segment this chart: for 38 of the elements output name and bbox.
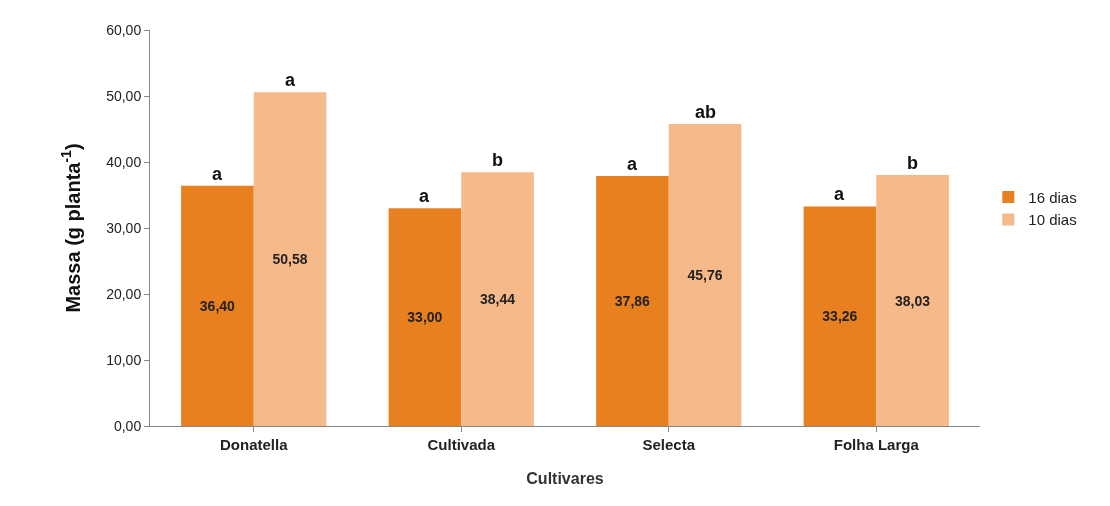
x-tick-label: Folha Larga xyxy=(833,436,920,453)
x-axis-title: Cultivares xyxy=(526,470,604,487)
bar xyxy=(596,176,669,426)
annotation: a xyxy=(212,164,223,184)
y-tick-label: 50,00 xyxy=(106,87,142,104)
data-label: 38,03 xyxy=(894,292,931,309)
bar xyxy=(253,92,327,426)
bar xyxy=(388,208,462,426)
annotation: a xyxy=(627,154,638,174)
bar xyxy=(668,123,742,426)
bar xyxy=(181,185,254,426)
annotation: a xyxy=(419,186,430,206)
legend-label: 10 dias xyxy=(1028,211,1077,229)
data-label: 45,76 xyxy=(687,266,723,283)
y-tick-label: 40,00 xyxy=(106,153,142,170)
annotation: a xyxy=(285,70,296,90)
annotation: a xyxy=(834,184,845,204)
y-tick-label: 30,00 xyxy=(106,219,142,236)
x-tick-label: Selecta xyxy=(642,436,696,453)
annotation: b xyxy=(492,150,503,170)
y-tick-label: 60,00 xyxy=(106,21,142,38)
x-tick-label: Donatella xyxy=(219,436,289,453)
bar xyxy=(876,175,949,426)
data-label: 36,40 xyxy=(199,297,236,314)
y-tick-label: 0,00 xyxy=(113,417,142,434)
bar xyxy=(461,172,534,426)
y-tick-label: 20,00 xyxy=(106,285,142,302)
x-tick-label: Cultivada xyxy=(427,436,496,453)
legend-label: 16 dias xyxy=(1028,188,1077,206)
data-label: 33,00 xyxy=(407,309,443,326)
annotation: ab xyxy=(695,102,717,122)
annotation: b xyxy=(907,153,918,173)
data-label: 38,44 xyxy=(479,291,516,308)
data-label: 33,26 xyxy=(822,308,858,325)
bar xyxy=(803,206,877,426)
data-label: 50,58 xyxy=(272,251,308,268)
data-label: 37,86 xyxy=(614,293,651,310)
y-tick-label: 10,00 xyxy=(106,351,142,368)
